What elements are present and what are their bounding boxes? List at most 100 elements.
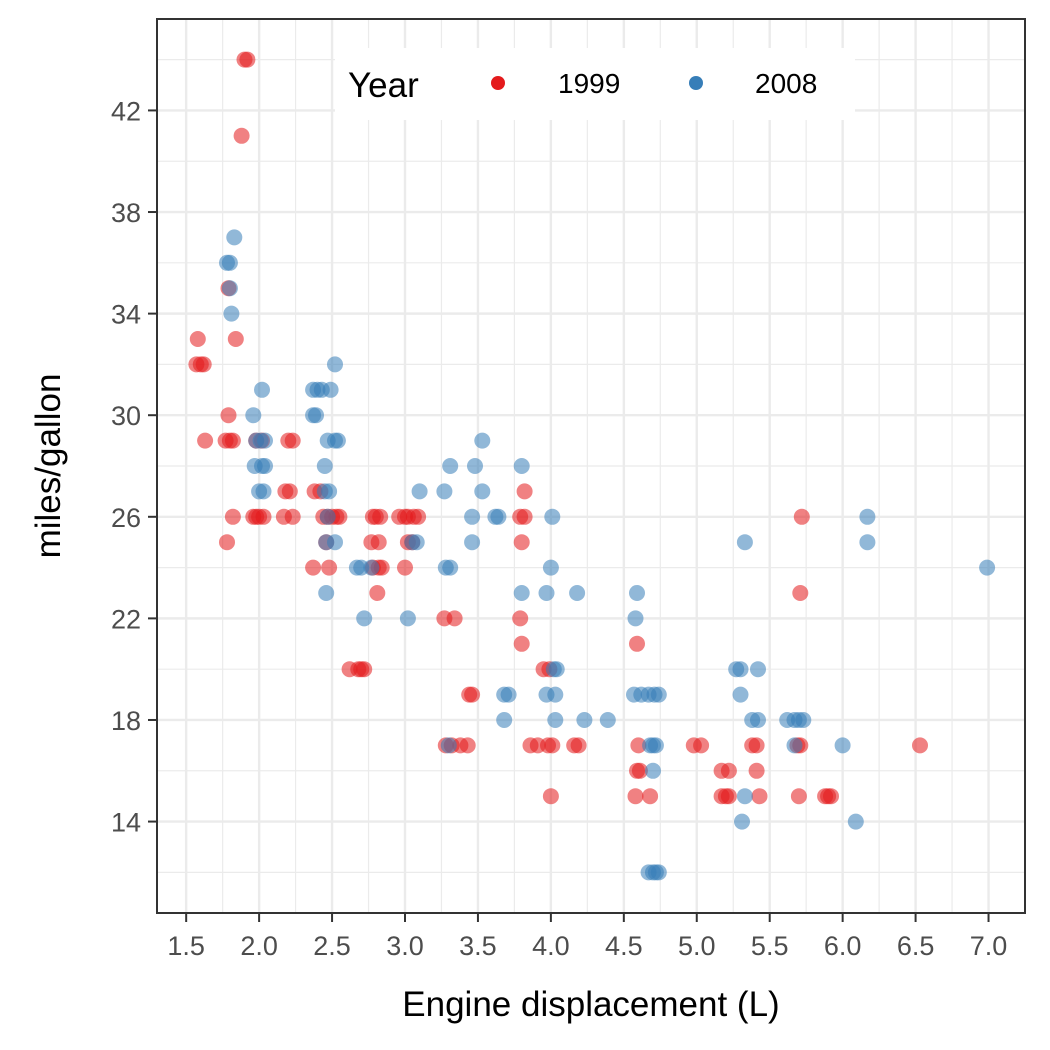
point-2008	[627, 610, 644, 627]
y-tick-label: 22	[111, 604, 141, 634]
legend: Year 1999 2008	[335, 48, 855, 120]
point-2008	[650, 864, 667, 881]
x-axis-title: Engine displacement (L)	[402, 985, 779, 1024]
point-2008	[547, 686, 564, 703]
point-1999	[512, 610, 529, 627]
point-2008	[544, 508, 561, 525]
y-tick-label: 30	[111, 401, 141, 431]
point-2008	[576, 712, 593, 728]
point-1999	[748, 762, 765, 779]
point-1999	[331, 508, 348, 525]
point-2008	[408, 534, 425, 551]
point-1999	[627, 788, 644, 805]
y-tick-label: 38	[111, 198, 141, 228]
point-2008	[327, 356, 343, 373]
point-1999	[793, 508, 810, 525]
point-1999	[224, 432, 241, 449]
point-1999	[720, 762, 737, 779]
x-tick-label: 3.0	[386, 931, 424, 961]
point-2008	[847, 813, 864, 830]
point-1999	[281, 483, 298, 500]
point-2008	[436, 483, 453, 500]
point-2008	[411, 483, 428, 500]
y-axis: 14 18 22 26 30 34 38 42	[111, 96, 157, 838]
point-2008	[474, 483, 491, 500]
point-2008	[979, 559, 996, 576]
x-tick-label: 2.0	[240, 931, 278, 961]
x-tick-label: 4.0	[532, 931, 570, 961]
point-2008	[569, 585, 586, 601]
point-1999	[516, 483, 533, 500]
point-2008	[245, 407, 262, 424]
point-2008	[464, 534, 481, 551]
grid-minor	[157, 19, 1025, 913]
point-1999	[397, 559, 413, 576]
point-2008	[467, 458, 483, 474]
point-2008	[599, 712, 616, 728]
point-2008	[254, 381, 270, 398]
point-2008	[442, 458, 459, 474]
point-1999	[284, 432, 301, 449]
point-1999	[459, 737, 476, 754]
point-2008	[319, 508, 336, 525]
point-2008	[750, 661, 766, 678]
point-2008	[650, 686, 667, 703]
point-2008	[786, 737, 803, 754]
point-2008	[542, 559, 559, 576]
point-2008	[440, 737, 457, 754]
point-2008	[732, 661, 749, 678]
x-tick-label: 1.5	[167, 931, 205, 961]
point-2008	[538, 585, 555, 601]
point-1999	[224, 508, 241, 525]
point-2008	[736, 788, 753, 805]
point-1999	[239, 51, 256, 68]
point-1999	[233, 127, 250, 144]
point-1999	[693, 737, 710, 754]
point-2008	[399, 610, 416, 627]
point-1999	[321, 559, 338, 576]
point-1999	[410, 508, 427, 525]
point-1999	[189, 331, 206, 347]
y-tick-label: 18	[111, 706, 141, 736]
legend-title: Year	[348, 66, 419, 105]
point-1999	[642, 788, 659, 805]
point-1999	[195, 356, 212, 373]
x-tick-label: 6.0	[824, 931, 862, 961]
point-2008	[329, 432, 346, 449]
point-2008	[474, 432, 491, 449]
point-1999	[513, 534, 530, 551]
point-1999	[372, 508, 389, 525]
point-2008	[221, 280, 238, 297]
point-2008	[356, 610, 373, 627]
y-tick-label: 26	[111, 503, 141, 533]
point-2008	[318, 585, 335, 601]
point-2008	[442, 559, 459, 576]
legend-label-1999: 1999	[558, 68, 620, 99]
point-2008	[255, 483, 272, 500]
point-2008	[859, 508, 876, 525]
point-1999	[219, 534, 235, 551]
point-1999	[369, 585, 386, 601]
point-1999	[631, 762, 648, 779]
point-2008	[316, 458, 333, 474]
point-1999	[630, 737, 647, 754]
point-2008	[496, 712, 513, 728]
x-tick-label: 4.5	[605, 931, 643, 961]
point-2008	[513, 458, 530, 474]
point-2008	[834, 737, 851, 754]
y-tick-label: 42	[111, 96, 141, 126]
point-2008	[308, 407, 324, 424]
x-tick-label: 5.0	[678, 931, 716, 961]
point-2008	[750, 712, 766, 728]
point-1999	[823, 788, 839, 805]
point-2008	[464, 508, 481, 525]
point-2008	[647, 737, 664, 754]
legend-label-2008: 2008	[755, 68, 817, 99]
point-1999	[542, 788, 559, 805]
point-1999	[720, 788, 737, 805]
point-2008	[490, 508, 507, 525]
x-tick-label: 2.5	[313, 931, 351, 961]
point-1999	[748, 737, 765, 754]
